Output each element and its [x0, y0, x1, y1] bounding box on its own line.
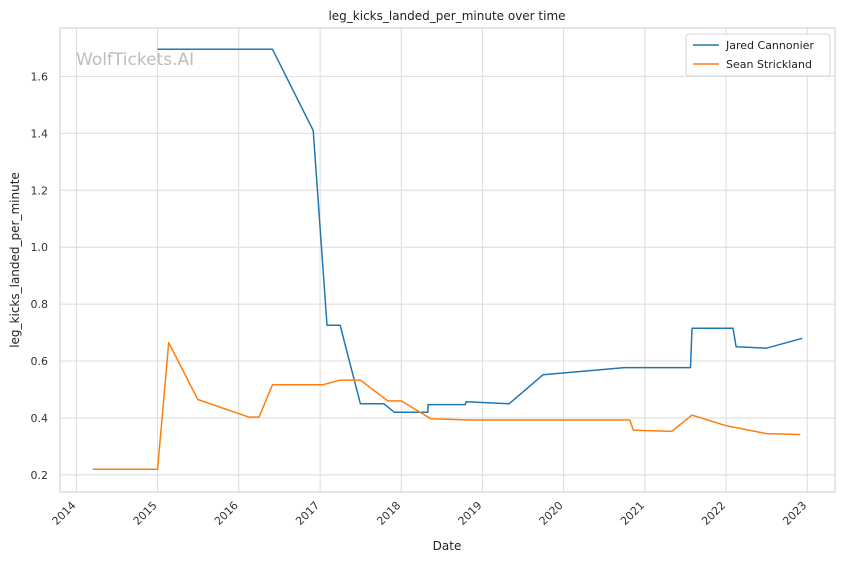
chart-title: leg_kicks_landed_per_minute over time [328, 9, 565, 23]
x-tick-label: 2022 [699, 499, 728, 528]
legend-label-jared-cannonier: Jared Cannonier [725, 39, 814, 52]
x-tick-label: 2019 [456, 499, 485, 528]
y-tick-label: 1.0 [31, 241, 49, 254]
y-tick-label: 0.6 [31, 355, 49, 368]
legend-box [685, 33, 831, 77]
plot-frame [59, 27, 836, 493]
y-tick-labels: 0.2 0.4 0.6 0.8 1.0 1.2 1.4 1.6 [31, 70, 49, 482]
y-tick-label: 1.2 [31, 184, 49, 197]
y-tick-label: 0.4 [31, 412, 49, 425]
x-tick-label: 2021 [618, 499, 647, 528]
series-line-sean-strickland [92, 341, 801, 470]
x-tick-label: 2018 [374, 499, 403, 528]
legend-label-sean-strickland: Sean Strickland [726, 58, 812, 71]
x-tick-labels: 2014 2015 2016 2017 2018 2019 2020 2021 2022 2023 [50, 499, 810, 528]
y-axis-label: leg_kicks_landed_per_minute [8, 172, 22, 348]
y-tick-label: 0.2 [31, 469, 49, 482]
y-tick-label: 1.4 [31, 127, 49, 140]
x-tick-label: 2014 [50, 499, 79, 528]
x-tick-label: 2023 [780, 499, 809, 528]
x-tick-label: 2015 [131, 499, 160, 528]
series-layer [92, 48, 803, 470]
grid [60, 28, 835, 492]
plot-background [60, 28, 835, 492]
y-tick-label: 0.8 [31, 298, 49, 311]
legend: Jared Cannonier Sean Strickland [685, 33, 831, 77]
x-tick-label: 2017 [293, 499, 322, 528]
series-line-jared-cannonier [157, 48, 803, 414]
x-tick-label: 2016 [212, 499, 241, 528]
x-axis-label: Date [433, 539, 462, 553]
y-tick-label: 1.6 [31, 70, 49, 83]
x-tick-label: 2020 [537, 499, 566, 528]
watermark: WolfTickets.AI [76, 50, 194, 70]
